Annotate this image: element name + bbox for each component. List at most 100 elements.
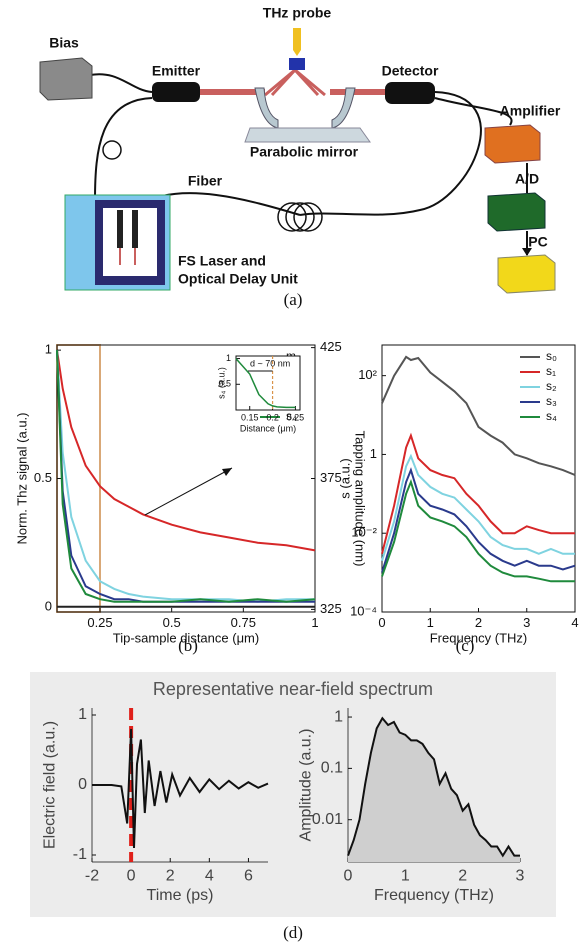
line xyxy=(235,358,296,409)
y-axis-label: Norm. Thz signal (a.u.) xyxy=(15,413,30,545)
mirror xyxy=(331,87,356,129)
fiber xyxy=(299,91,482,216)
y-tick-label: 1 xyxy=(78,706,87,723)
caption: (d) xyxy=(283,923,303,942)
detector xyxy=(385,82,435,104)
y-tick-label: -1 xyxy=(73,846,87,863)
y-tick-label: 10⁻⁴ xyxy=(350,603,377,618)
x-tick-label: 6 xyxy=(244,868,253,885)
y-tick-label: 1 xyxy=(370,446,377,461)
fiber-coil xyxy=(102,140,122,160)
y-tick-label: 10⁻² xyxy=(351,525,377,540)
label: Amplifier xyxy=(500,103,561,119)
line xyxy=(381,467,576,573)
y-tick-label: 0.5 xyxy=(34,470,52,485)
legend-label: s₂ xyxy=(546,379,557,393)
y2-tick-label: 375 xyxy=(320,470,342,485)
ad-box xyxy=(487,192,546,232)
line xyxy=(381,432,575,555)
beam xyxy=(330,89,385,95)
legend-label: s₃ xyxy=(546,394,557,408)
x-axis-label: Distance (μm) xyxy=(240,423,296,433)
x-axis-label: Time (ps) xyxy=(147,887,214,904)
y-tick-label: 1 xyxy=(45,342,52,357)
label: Emitter xyxy=(152,63,201,79)
mirror xyxy=(254,87,279,129)
fiber-coupler xyxy=(132,210,138,248)
y-tick-label: 1 xyxy=(226,353,231,363)
label: Detector xyxy=(382,63,439,79)
y-tick-label: 0.1 xyxy=(321,760,343,777)
x-tick-label: 0 xyxy=(127,868,136,885)
x-axis-label: Frequency (THz) xyxy=(430,631,528,646)
x-tick-label: 0.15 xyxy=(241,412,259,422)
fiber xyxy=(94,97,153,201)
x-tick-label: 2 xyxy=(166,868,175,885)
label: Optical Delay Unit xyxy=(178,271,298,287)
annotation: d ~ 70 nm xyxy=(250,358,290,368)
line xyxy=(347,716,520,858)
line xyxy=(56,350,316,603)
pc-box xyxy=(497,254,556,294)
legend-label: s₁ xyxy=(546,364,556,378)
bias-box xyxy=(39,57,93,101)
y-tick-label: 0.5 xyxy=(218,379,231,389)
setup-diagram: Bias Emitter THz probe Detector Paraboli… xyxy=(39,5,561,294)
x-axis-label: Frequency (THz) xyxy=(374,887,494,904)
x-tick-label: 0 xyxy=(344,868,353,885)
y-tick-label: 0 xyxy=(78,776,87,793)
x-tick-label: 2 xyxy=(475,615,482,630)
y2-tick-label: 325 xyxy=(320,601,342,616)
legend-label: s₀ xyxy=(546,349,557,363)
label: PC xyxy=(528,234,547,250)
x-tick-label: 0.2 xyxy=(266,412,279,422)
caption: (b) xyxy=(178,636,198,655)
label: Bias xyxy=(49,35,79,51)
fiber-coupler xyxy=(117,210,123,248)
x-tick-label: 4 xyxy=(571,615,578,630)
label: FS Laser and xyxy=(178,253,266,269)
label: Parabolic mirror xyxy=(250,144,359,160)
panel-title: Representative near-field spectrum xyxy=(153,679,433,699)
area xyxy=(348,718,520,862)
inset-arrow-head xyxy=(222,468,232,476)
y-tick-label: 10² xyxy=(358,367,377,382)
y-axis-label: Electric field (a.u.) xyxy=(42,721,59,849)
legend-label: s₄ xyxy=(546,409,557,423)
x-tick-label: 3 xyxy=(516,868,525,885)
x-tick-label: 1 xyxy=(427,615,434,630)
panel-d-background xyxy=(30,672,556,917)
fiber-coil xyxy=(277,202,307,232)
y-tick-label: 0 xyxy=(45,598,52,613)
x-tick-label: 2 xyxy=(458,868,467,885)
caption: (c) xyxy=(456,636,475,655)
emitter xyxy=(152,82,200,102)
x-tick-label: -2 xyxy=(85,868,99,885)
fiber xyxy=(434,97,513,126)
y-axis-label: s (a.u.) xyxy=(337,458,352,498)
mirror-base xyxy=(244,127,371,143)
amplifier-box xyxy=(484,124,541,164)
inset-arrow xyxy=(144,467,233,516)
legend-label: s₄ xyxy=(286,409,297,423)
thz-probe xyxy=(293,28,301,56)
y-tick-label: 1 xyxy=(334,708,343,725)
line xyxy=(56,349,316,552)
x-tick-label: 0 xyxy=(378,615,385,630)
y-tick-label: 0.01 xyxy=(312,811,343,828)
y-axis-label: Amplitude (a.u.) xyxy=(298,729,315,842)
caption: (a) xyxy=(284,290,303,309)
x-tick-label: 0.25 xyxy=(87,615,112,630)
y-axis-label: s₄ (a.u.) xyxy=(216,367,226,399)
x-tick-label: 4 xyxy=(205,868,214,885)
plot-background xyxy=(236,356,300,410)
line xyxy=(381,453,575,562)
beam xyxy=(200,89,265,95)
line xyxy=(381,355,576,476)
line xyxy=(56,350,315,603)
fiber-coil xyxy=(285,202,315,232)
x-tick-label: 1 xyxy=(401,868,410,885)
line xyxy=(92,728,269,849)
fiber xyxy=(89,73,153,93)
